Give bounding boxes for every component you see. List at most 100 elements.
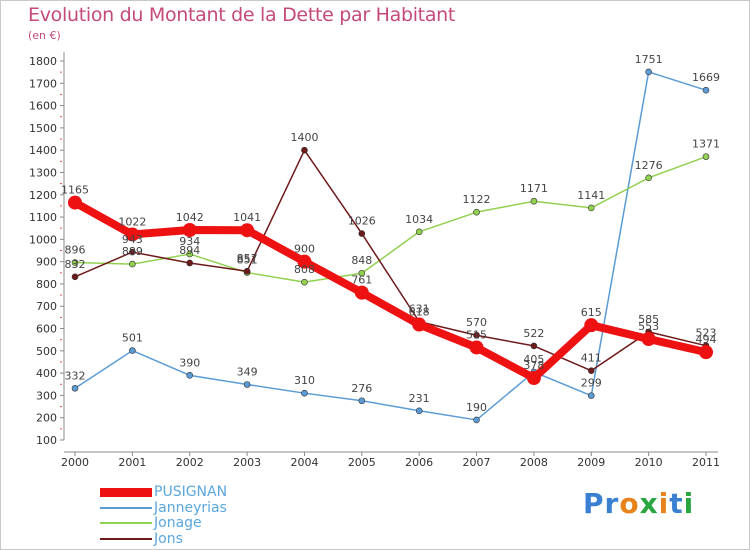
proxiti-logo: Proxiti	[583, 487, 694, 520]
data-point-pusignan	[182, 222, 197, 237]
legend-label: Jonage	[154, 515, 202, 531]
logo-letter: t	[669, 487, 684, 520]
data-label-janneyrias: 299	[581, 377, 602, 390]
legend-item-pusignan: PUSIGNAN	[100, 484, 340, 500]
logo-letter: i	[658, 487, 670, 520]
data-point-pusignan	[412, 317, 427, 332]
data-point-janneyrias	[71, 384, 79, 392]
data-point-janneyrias	[702, 86, 710, 94]
data-point-pusignan	[469, 340, 484, 355]
data-label-janneyrias: 231	[409, 392, 430, 405]
y-tick-label: 1800	[29, 55, 57, 68]
data-label-janneyrias: 1669	[692, 71, 720, 84]
x-tick-label: 2002	[176, 456, 204, 469]
data-point-jonage	[186, 250, 194, 258]
data-point-jons	[71, 273, 79, 281]
data-point-jonage	[530, 197, 538, 205]
data-label-jons: 1026	[348, 215, 376, 228]
y-tick-label: 600	[36, 323, 57, 336]
data-point-pusignan	[584, 318, 599, 333]
data-label-jonage: 851	[237, 254, 258, 267]
data-point-jons	[358, 230, 366, 237]
series-pusignan	[68, 195, 713, 386]
legend-label: Janneyrias	[154, 499, 227, 516]
chart-title: Evolution du Montant de la Dette par Hab…	[28, 4, 456, 26]
y-tick-label: 100	[36, 434, 57, 447]
x-tick-label: 2006	[405, 456, 433, 469]
data-label-janneyrias: 405	[523, 353, 544, 366]
data-point-jonage	[415, 228, 423, 236]
data-point-pusignan	[354, 285, 369, 300]
data-label-pusignan: 494	[696, 333, 717, 346]
data-point-janneyrias	[415, 407, 423, 415]
y-tick-label: 900	[36, 256, 57, 269]
legend-item-jons: Jons	[100, 531, 340, 547]
data-label-jons: 857	[237, 252, 258, 265]
data-point-jons	[473, 331, 480, 339]
data-label-jons: 894	[179, 244, 200, 257]
series-janneyrias	[71, 68, 710, 424]
data-label-jons: 522	[523, 327, 544, 340]
y-tick-label: 1100	[29, 211, 57, 224]
y-tick-label: 1700	[29, 77, 57, 90]
logo-letter: i	[683, 487, 695, 520]
y-tick-label: 500	[36, 345, 57, 358]
x-tick-label: 2004	[290, 456, 318, 469]
data-label-jons: 570	[466, 316, 487, 329]
data-label-jonage: 934	[179, 235, 200, 248]
x-tick-label: 2003	[233, 456, 261, 469]
data-point-jonage	[473, 208, 480, 216]
data-point-janneyrias	[358, 397, 366, 405]
logo-letter: o	[619, 487, 640, 520]
data-point-jonage	[587, 204, 595, 212]
data-label-janneyrias: 390	[179, 356, 200, 369]
data-point-janneyrias	[301, 389, 308, 397]
legend-item-janneyrias: Janneyrias	[100, 500, 340, 516]
data-point-jons	[587, 367, 595, 374]
data-point-janneyrias	[645, 68, 652, 76]
data-label-janneyrias: 349	[237, 365, 258, 378]
legend-swatch	[100, 487, 152, 497]
y-tick-label: 1500	[29, 122, 57, 135]
data-label-jonage: 1122	[463, 193, 491, 206]
y-tick-label: 1000	[29, 233, 57, 246]
legend-label: PUSIGNAN	[154, 484, 228, 500]
x-tick-label: 2009	[577, 456, 605, 469]
data-label-jonage: 896	[65, 244, 86, 257]
logo-letter: P	[583, 487, 605, 520]
y-tick-label: 700	[36, 300, 57, 313]
data-label-pusignan: 900	[294, 243, 315, 256]
data-point-pusignan	[526, 371, 541, 386]
x-tick-label: 2010	[635, 456, 663, 469]
logo-letter: x	[639, 487, 659, 520]
data-point-jons	[186, 259, 194, 267]
data-label-pusignan: 515	[466, 328, 487, 341]
data-label-pusignan: 761	[351, 274, 372, 287]
y-tick-label: 1200	[29, 189, 57, 202]
series-line-janneyrias	[74, 71, 707, 421]
legend-item-jonage: Jonage	[100, 515, 340, 531]
data-label-pusignan: 1041	[233, 211, 261, 224]
data-point-jons	[129, 248, 136, 256]
data-label-janneyrias: 1751	[635, 53, 663, 66]
data-label-janneyrias: 501	[122, 332, 143, 345]
data-point-pusignan	[297, 254, 312, 269]
data-point-jons	[243, 267, 251, 275]
data-label-pusignan: 1042	[176, 211, 204, 224]
data-label-jons: 411	[581, 352, 602, 365]
data-point-jons	[301, 146, 308, 154]
legend-swatch	[100, 506, 152, 509]
series-jonage	[71, 153, 710, 286]
legend-swatch	[100, 537, 152, 540]
chart-unit: (en €)	[28, 29, 61, 42]
x-tick-label: 2001	[118, 456, 146, 469]
y-tick-label: 300	[36, 389, 57, 402]
data-label-jonage: 1141	[577, 189, 605, 202]
x-tick-label: 2008	[520, 456, 548, 469]
data-label-jonage: 1034	[405, 213, 433, 226]
y-tick-label: 800	[36, 278, 57, 291]
data-label-jonage: 889	[122, 245, 143, 258]
data-label-janneyrias: 310	[294, 374, 315, 387]
